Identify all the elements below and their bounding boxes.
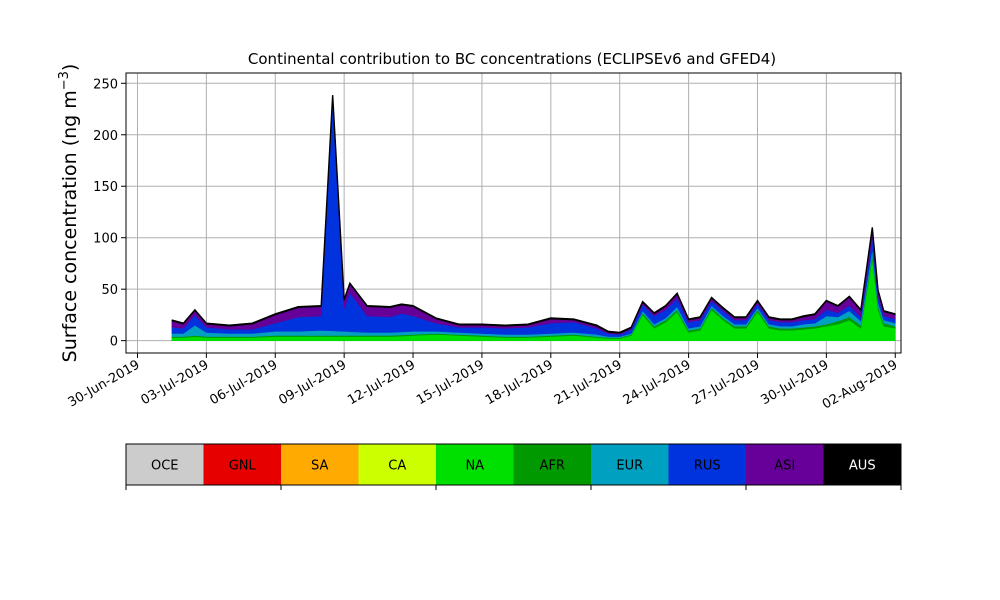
- y-tick-label: 100: [93, 232, 118, 247]
- legend-swatch-na: [436, 444, 514, 485]
- total-line: [171, 95, 896, 334]
- legend-swatch-afr: [513, 444, 591, 485]
- y-axis-label-close: ): [59, 64, 81, 71]
- y-tick-label: 50: [101, 283, 118, 298]
- legend-label-asi: ASI: [774, 459, 795, 474]
- y-tick-label: 250: [93, 77, 118, 92]
- chart-title: Continental contribution to BC concentra…: [248, 50, 776, 68]
- legend-label-aus: AUS: [849, 459, 876, 474]
- y-axis-label-exponent: −3: [57, 71, 72, 90]
- legend-label-oce: OCE: [151, 459, 179, 474]
- legend-swatch-rus: [668, 444, 746, 485]
- y-tick-label: 0: [110, 335, 118, 350]
- legend-label-ca: CA: [388, 459, 406, 474]
- legend-label-na: NA: [465, 459, 484, 474]
- legend-label-gnl: GNL: [229, 459, 257, 474]
- legend-swatch-ca: [358, 444, 436, 485]
- y-tick-label: 200: [93, 129, 118, 144]
- legend-swatch-asi: [746, 444, 824, 485]
- y-axis-label-main: Surface concentration (ng m: [59, 90, 81, 362]
- legend-swatch-aus: [823, 444, 901, 485]
- plot-frame: [125, 72, 902, 354]
- legend-swatch-sa: [281, 444, 359, 485]
- legend-swatch-eur: [591, 444, 669, 485]
- legend-swatch-gnl: [203, 444, 281, 485]
- plot-areas: [171, 95, 896, 341]
- legend-frame: [125, 443, 902, 486]
- legend-label-sa: SA: [311, 459, 328, 474]
- y-tick-label: 150: [93, 180, 118, 195]
- y-axis-label: Surface concentration (ng m−3): [57, 64, 81, 363]
- legend-label-eur: EUR: [616, 459, 643, 474]
- legend-label-afr: AFR: [540, 459, 565, 474]
- legend-swatch-oce: [126, 444, 204, 485]
- y-axis: 0 50 100 150 200 250: [93, 77, 126, 350]
- legend-label-rus: RUS: [694, 459, 721, 474]
- legend: OCE GNL SA CA NA AFR EUR RUS ASI AUS: [125, 443, 902, 490]
